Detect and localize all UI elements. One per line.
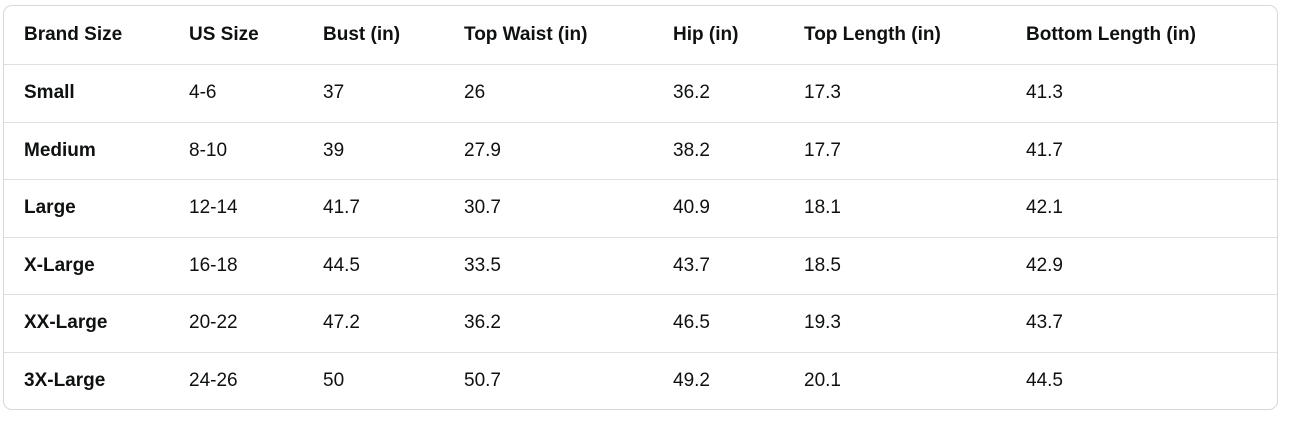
bust-cell: 44.5 <box>303 236 444 295</box>
bust-cell: 37 <box>303 64 444 122</box>
brand-size-cell: Large <box>4 179 169 237</box>
table-row-xx-large: XX-Large 20-22 47.2 36.2 46.5 19.3 43.7 <box>4 294 1277 352</box>
column-header-bottom-length: Bottom Length (in) <box>1026 24 1196 45</box>
table-row-small: Small 4-6 37 26 36.2 17.3 41.3 <box>4 64 1277 122</box>
us-size-cell: 12-14 <box>169 179 303 237</box>
bust-cell: 41.7 <box>303 179 444 237</box>
us-size-cell: 8-10 <box>169 121 303 180</box>
column-header-hip: Hip (in) <box>673 24 739 45</box>
brand-size-cell: 3X-Large <box>4 351 169 410</box>
top-length-cell: 18.5 <box>784 236 1006 295</box>
us-size-cell: 20-22 <box>169 294 303 352</box>
top-waist-cell: 36.2 <box>444 294 653 352</box>
us-size-cell: 4-6 <box>169 64 303 122</box>
brand-size-cell: Medium <box>4 121 169 180</box>
hip-cell: 43.7 <box>653 236 784 295</box>
bottom-length-cell: 41.3 <box>1006 64 1277 122</box>
brand-size-cell: X-Large <box>4 236 169 295</box>
top-waist-cell: 26 <box>444 64 653 122</box>
table-row-x-large: X-Large 16-18 44.5 33.5 43.7 18.5 42.9 <box>4 236 1277 295</box>
us-size-cell: 24-26 <box>169 351 303 410</box>
bust-cell: 50 <box>303 351 444 410</box>
top-waist-cell: 50.7 <box>444 351 653 410</box>
top-length-cell: 17.3 <box>784 64 1006 122</box>
bottom-length-cell: 42.1 <box>1006 179 1277 237</box>
table-row-3x-large: 3X-Large 24-26 50 50.7 49.2 20.1 44.5 <box>4 351 1277 410</box>
us-size-cell: 16-18 <box>169 236 303 295</box>
column-header-top-length: Top Length (in) <box>804 24 941 45</box>
brand-size-cell: Small <box>4 64 169 122</box>
hip-cell: 49.2 <box>653 351 784 410</box>
top-waist-cell: 27.9 <box>444 121 653 180</box>
bust-cell: 47.2 <box>303 294 444 352</box>
top-waist-cell: 30.7 <box>444 179 653 237</box>
size-chart: Brand Size US Size Bust (in) Top Waist (… <box>3 5 1278 410</box>
size-chart-table: Brand Size US Size Bust (in) Top Waist (… <box>3 5 1278 410</box>
column-header-bust: Bust (in) <box>323 24 401 45</box>
bottom-length-cell: 43.7 <box>1006 294 1277 352</box>
top-length-cell: 18.1 <box>784 179 1006 237</box>
brand-size-cell: XX-Large <box>4 294 169 352</box>
column-header-top-waist: Top Waist (in) <box>464 24 588 45</box>
top-waist-cell: 33.5 <box>444 236 653 295</box>
table-row-large: Large 12-14 41.7 30.7 40.9 18.1 42.1 <box>4 179 1277 237</box>
hip-cell: 46.5 <box>653 294 784 352</box>
top-length-cell: 17.7 <box>784 121 1006 180</box>
bust-cell: 39 <box>303 121 444 180</box>
column-header-brand-size: Brand Size <box>24 24 123 45</box>
table-row-medium: Medium 8-10 39 27.9 38.2 17.7 41.7 <box>4 121 1277 180</box>
top-length-cell: 20.1 <box>784 351 1006 410</box>
top-length-cell: 19.3 <box>784 294 1006 352</box>
header-row: Brand Size US Size Bust (in) Top Waist (… <box>4 6 1277 64</box>
hip-cell: 38.2 <box>653 121 784 180</box>
bottom-length-cell: 41.7 <box>1006 121 1277 180</box>
bottom-length-cell: 42.9 <box>1006 236 1277 295</box>
column-header-us-size: US Size <box>189 24 259 45</box>
hip-cell: 40.9 <box>653 179 784 237</box>
hip-cell: 36.2 <box>653 64 784 122</box>
bottom-length-cell: 44.5 <box>1006 351 1277 410</box>
